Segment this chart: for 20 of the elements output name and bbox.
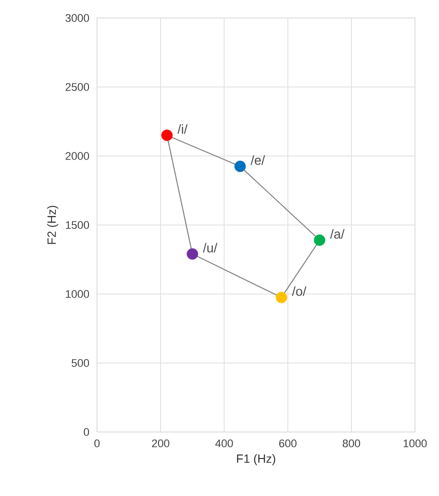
- x-tick-label: 1000: [404, 440, 427, 448]
- annotation: /e/: [250, 155, 266, 165]
- annotation: /o/: [292, 286, 306, 296]
- x-tick-label: 600: [279, 440, 296, 448]
- annotation: /a/: [330, 229, 345, 239]
- y-tick-label: 0: [84, 428, 90, 436]
- y-tick-label: 3000: [66, 14, 90, 22]
- x-tick-label: 400: [215, 440, 233, 448]
- x-tick-label: 800: [342, 440, 360, 448]
- y-axis-title: F2 (Hz): [47, 206, 58, 244]
- x-tick-label: 0: [94, 440, 100, 448]
- annotation: /i/: [177, 124, 188, 134]
- y-tick-label: 1000: [66, 290, 90, 298]
- x-axis-title: F1 (Hz): [237, 454, 276, 466]
- y-tick-label: 500: [72, 359, 90, 367]
- y-tick-label: 1500: [66, 221, 90, 229]
- y-tick-label: 2500: [66, 83, 90, 91]
- x-tick-label: 200: [152, 440, 170, 448]
- annotation: /u/: [202, 242, 218, 252]
- y-tick-label: 2000: [66, 152, 90, 160]
